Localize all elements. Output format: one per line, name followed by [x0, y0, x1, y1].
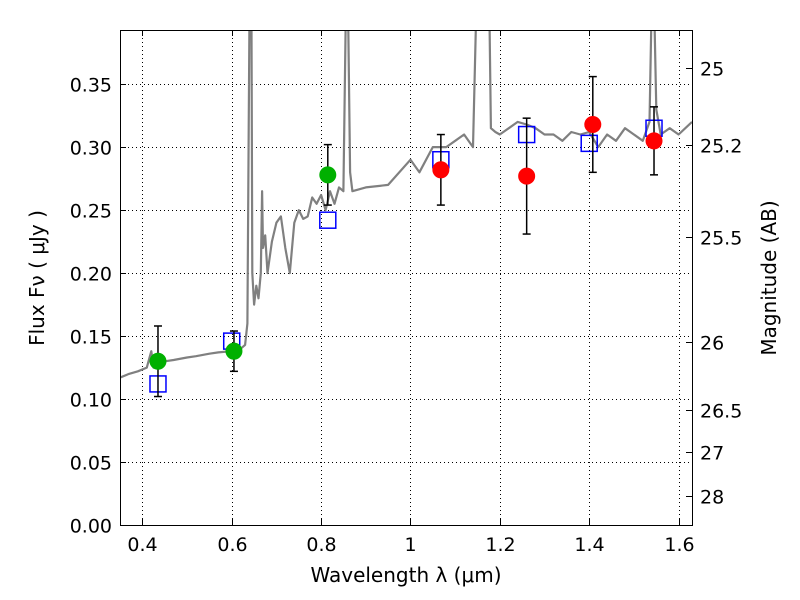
right-tick-label: 25.2 [700, 136, 742, 158]
axes-frame [120, 30, 693, 526]
y-axis-label: Flux Fν ( μJy ) [25, 210, 49, 346]
right-axis-label: Magnitude (AB) [757, 200, 781, 355]
y-tick-label: 0.10 [70, 390, 112, 412]
x-tick-label: 1.6 [664, 534, 694, 556]
right-tick-label: 26 [700, 333, 724, 355]
x-tick-label: 0.6 [217, 534, 247, 556]
grid-lines [120, 30, 692, 526]
y-tick-label: 0.20 [70, 264, 112, 286]
right-tick-label: 27 [700, 443, 724, 465]
x-tick-label: 1 [404, 534, 416, 556]
model-photometry-square [580, 134, 598, 153]
right-tick-label: 25 [700, 59, 724, 81]
y-tick-label: 0.25 [70, 201, 112, 223]
green-photometry-point [149, 352, 167, 370]
x-tick-label: 0.4 [127, 534, 157, 556]
x-tick-label: 1.2 [485, 534, 515, 556]
y-tick-label: 0.30 [70, 138, 112, 160]
axis-ticks: 0.4 0.6 0.8 1 1.2 1.4 1.6 0.00 0.05 0.10 0.15 0.20 0… [70, 30, 742, 556]
red-photometry-point [645, 132, 663, 150]
x-axis-label: Wavelength λ (μm) [310, 563, 501, 587]
green-photometry-point [319, 166, 337, 184]
x-tick-label: 1.4 [574, 534, 604, 556]
green-photometry-point [225, 342, 243, 360]
plot-area [120, 30, 692, 398]
right-tick-label: 28 [700, 487, 724, 509]
red-photometry-point [584, 115, 602, 133]
right-tick-label: 26.5 [700, 401, 742, 423]
right-tick-label: 25.5 [700, 228, 742, 250]
y-tick-label: 0.05 [70, 453, 112, 475]
red-photometry-point [518, 167, 536, 185]
y-tick-label: 0.15 [70, 327, 112, 349]
y-tick-label: 0.00 [70, 516, 112, 538]
red-photometry-point [432, 161, 450, 179]
y-tick-label: 0.35 [70, 75, 112, 97]
model-photometry-square [319, 211, 337, 229]
x-tick-label: 0.8 [306, 534, 336, 556]
model-sed-line [120, 30, 692, 379]
